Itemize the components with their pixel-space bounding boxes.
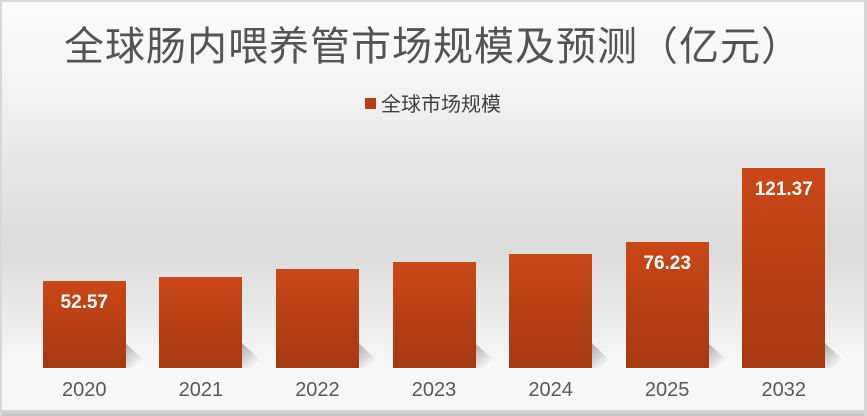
bar-2021	[159, 277, 243, 368]
slide-bottom-edge	[2, 410, 864, 416]
legend: 全球市场规模	[2, 88, 864, 117]
bar-value-label: 52.57	[60, 292, 109, 313]
bar-2032: 121.37	[742, 168, 826, 368]
x-axis-labels: 2020 2021 2022 2023 2024 2025 2032	[26, 379, 842, 403]
x-axis-label: 2024	[528, 379, 573, 401]
x-axis-label: 2021	[178, 379, 224, 401]
bar-column: 52.57	[26, 156, 153, 368]
bar-value-label: 121.37	[754, 179, 813, 200]
x-axis-label: 2025	[644, 379, 690, 401]
x-axis-label: 2032	[761, 379, 807, 401]
bar-value-label: 76.23	[643, 253, 691, 274]
bar-column	[143, 156, 269, 368]
bar-column	[492, 156, 619, 368]
bar-column	[376, 156, 503, 368]
plot-area: 52.57 76.23 121.37	[26, 156, 852, 368]
x-axis-label: 2020	[62, 379, 107, 401]
bar-shadow	[824, 343, 852, 368]
bar-2020: 52.57	[42, 281, 126, 368]
chart-title: 全球肠内喂养管市场规模及预测（亿元）	[64, 24, 802, 69]
x-axis-label: 2022	[295, 379, 340, 401]
bar-column: 121.37	[725, 156, 852, 368]
bar-column	[259, 156, 386, 368]
bar-2022	[275, 269, 359, 368]
bar-2023	[392, 262, 476, 368]
bar-column: 76.23	[609, 156, 736, 368]
legend-label: 全球市场规模	[381, 94, 501, 116]
bar-2024	[509, 254, 593, 368]
x-axis-label: 2023	[411, 379, 457, 401]
bar-2025: 76.23	[625, 242, 709, 368]
legend-swatch-icon	[365, 98, 376, 109]
